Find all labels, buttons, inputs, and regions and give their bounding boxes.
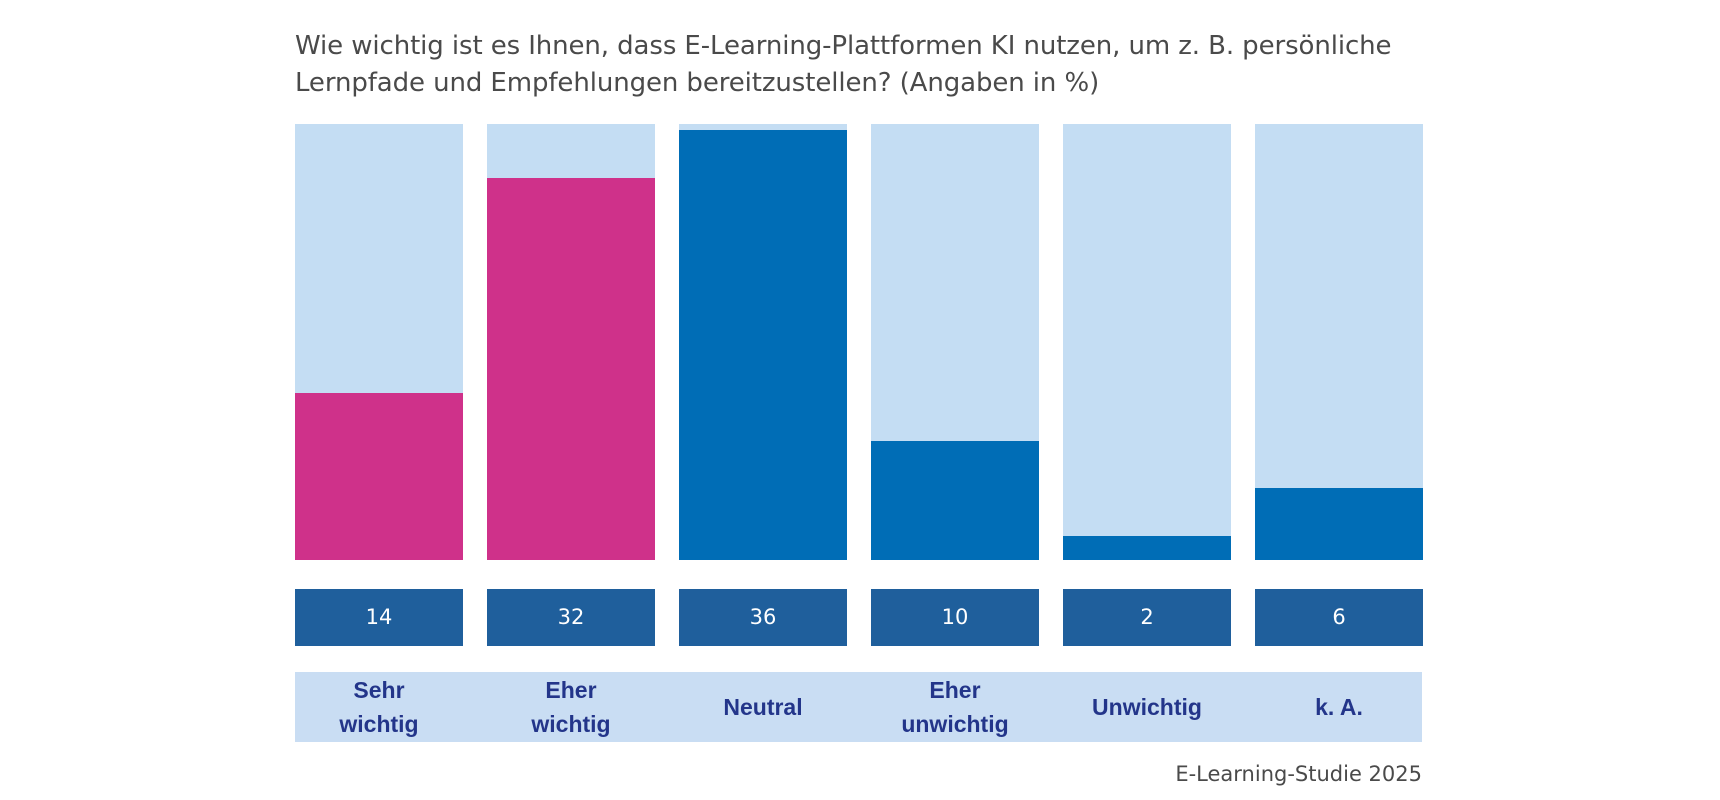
category-label-1: Sehr wichtig <box>295 672 463 742</box>
data-label-3: 36 <box>679 589 847 646</box>
bar-3 <box>679 130 847 560</box>
chart-title-line-1: Wie wichtig ist es Ihnen, dass E-Learnin… <box>295 31 1392 61</box>
category-label-5: Unwichtig <box>1063 672 1231 742</box>
data-label-1: 14 <box>295 589 463 646</box>
data-label-4: 10 <box>871 589 1039 646</box>
category-label-4-line-1: Eher <box>929 677 981 703</box>
bar-background-4 <box>871 124 1039 560</box>
category-label-2: Eher wichtig <box>487 672 655 742</box>
bar-6 <box>1255 488 1423 560</box>
bar-background-1 <box>295 124 463 560</box>
bar-5 <box>1063 536 1231 560</box>
source-footer: E-Learning-Studie 2025 <box>1175 762 1422 786</box>
bar-background-3 <box>679 124 847 560</box>
category-label-3-line-1: Neutral <box>723 694 803 720</box>
category-label-1-line-2: wichtig <box>339 711 419 737</box>
bar-1 <box>295 393 463 560</box>
data-label-6: 6 <box>1255 589 1423 646</box>
category-label-3: Neutral <box>679 672 847 742</box>
bar-background-6 <box>1255 124 1423 560</box>
category-label-1-line-1: Sehr <box>353 677 405 703</box>
category-label-4: Eher unwichtig <box>871 672 1039 742</box>
category-label-5-line-1: Unwichtig <box>1092 694 1202 720</box>
category-label-2-line-2: wichtig <box>531 711 611 737</box>
bar-background-5 <box>1063 124 1231 560</box>
chart-title-line-2: Lernpfade und Empfehlungen bereitzustell… <box>295 68 1100 98</box>
category-label-6-line-1: k. A. <box>1315 694 1363 720</box>
category-label-6: k. A. <box>1255 672 1423 742</box>
bar-2 <box>487 178 655 560</box>
chart-title: Wie wichtig ist es Ihnen, dass E-Learnin… <box>295 28 1435 102</box>
data-label-2: 32 <box>487 589 655 646</box>
category-label-2-line-1: Eher <box>545 677 597 703</box>
category-label-4-line-2: unwichtig <box>901 711 1009 737</box>
bar-background-2 <box>487 124 655 560</box>
bar-4 <box>871 441 1039 560</box>
category-label-strip <box>295 672 1422 742</box>
data-label-5: 2 <box>1063 589 1231 646</box>
